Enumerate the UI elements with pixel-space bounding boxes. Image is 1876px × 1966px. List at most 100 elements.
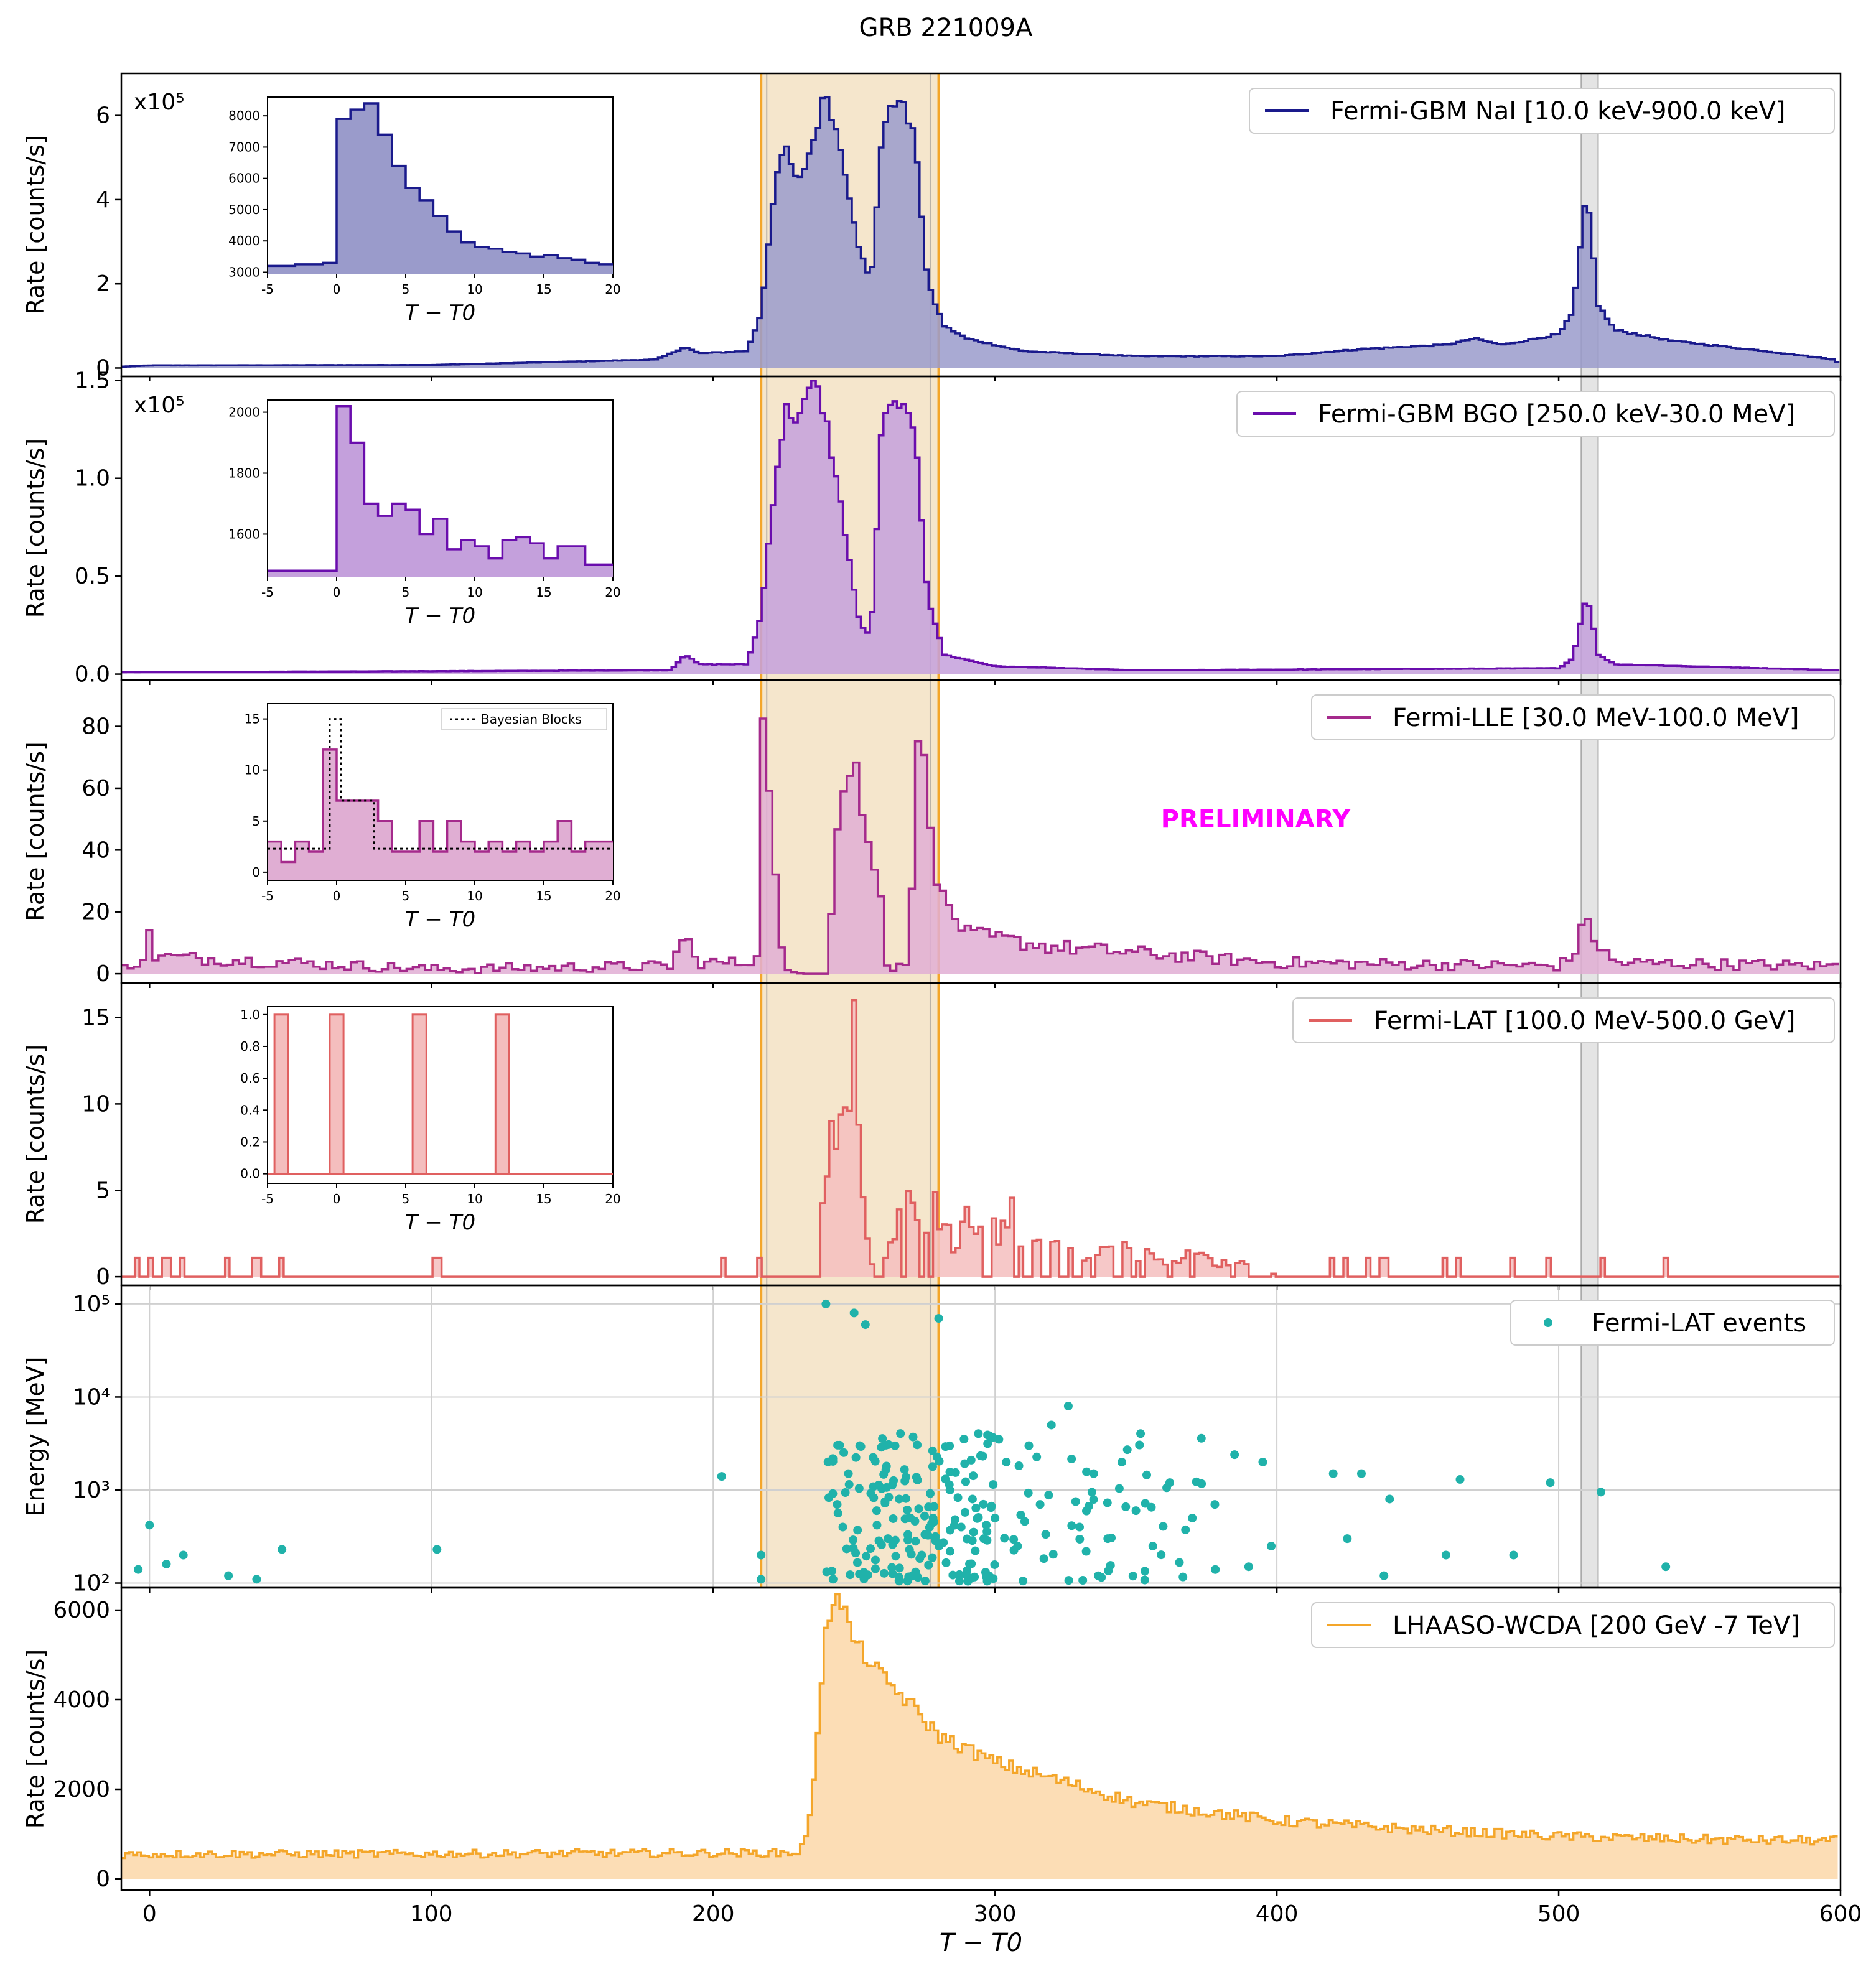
- event-point: [862, 1552, 871, 1561]
- panel-lat: 0 5 10 15 Rate [counts/s] Fermi-LAT [100.0 Me…: [22, 982, 1842, 1290]
- event-point: [932, 1452, 941, 1461]
- event-point: [1019, 1577, 1028, 1586]
- event-point: [961, 1507, 970, 1517]
- event-point: [969, 1527, 978, 1537]
- event-point: [838, 1522, 847, 1532]
- event-point: [928, 1446, 937, 1455]
- event-point: [224, 1571, 233, 1580]
- event-point: [1140, 1575, 1149, 1585]
- inset-x-tick-label: 10: [467, 1191, 482, 1206]
- inset-x-tick-label: 0: [333, 888, 341, 903]
- inset-y-tick-label: 0: [252, 865, 260, 880]
- event-point: [1081, 1506, 1091, 1516]
- event-point: [920, 1511, 929, 1521]
- event-point: [986, 1503, 996, 1512]
- event-point: [960, 1459, 969, 1468]
- inset-x-tick-label: 15: [536, 1191, 551, 1206]
- event-point: [859, 1574, 869, 1583]
- event-point: [853, 1526, 862, 1535]
- event-point: [1455, 1474, 1465, 1484]
- inset-lat: 0.0 0.2 0.4 0.6 0.8 1.0 -5 0 5 10 15 20 T − T0: [240, 1006, 621, 1235]
- bgo-line: [121, 380, 1840, 674]
- inset-x-tick-label: 10: [467, 888, 482, 903]
- event-point: [908, 1432, 918, 1442]
- legend-nai: Fermi-GBM NaI [10.0 keV-900.0 keV]: [1249, 88, 1835, 134]
- event-point: [1267, 1542, 1276, 1551]
- event-point: [1067, 1521, 1076, 1530]
- legend-label: Fermi-GBM BGO [250.0 keV-30.0 MeV]: [1318, 400, 1795, 429]
- event-point: [1089, 1469, 1098, 1478]
- event-point: [1009, 1535, 1019, 1544]
- event-point: [1175, 1558, 1184, 1567]
- event-point: [1035, 1500, 1045, 1509]
- event-point: [890, 1441, 900, 1450]
- event-point: [928, 1462, 937, 1471]
- legend-label: Fermi-GBM NaI [10.0 keV-900.0 keV]: [1330, 97, 1785, 126]
- event-point: [822, 1567, 831, 1577]
- event-point: [1103, 1498, 1112, 1507]
- event-point: [859, 1568, 869, 1577]
- scale-label: x10⁵: [134, 90, 185, 115]
- event-point: [920, 1577, 930, 1586]
- inset-y-tick-label: 2000: [228, 405, 260, 420]
- inset-y-tick-label: 7000: [228, 139, 260, 154]
- y-tick-label: 0: [96, 355, 110, 381]
- x-tick-label: 100: [410, 1901, 453, 1927]
- event-point: [1147, 1502, 1156, 1512]
- inset-x-tick-label: 20: [605, 585, 620, 600]
- event-point: [951, 1468, 960, 1477]
- event-point: [884, 1534, 893, 1544]
- inset-y-tick-label: 6000: [228, 171, 260, 186]
- event-point: [1356, 1469, 1366, 1478]
- event-point: [757, 1550, 766, 1560]
- event-point: [903, 1535, 913, 1545]
- event-point: [841, 1488, 850, 1498]
- legend-label: LHAASO-WCDA [200 GeV -7 TeV]: [1393, 1611, 1800, 1640]
- legend-box: [1510, 1300, 1835, 1346]
- figure-title: GRB 221009A: [859, 14, 1033, 42]
- event-point: [976, 1451, 985, 1460]
- event-point: [1385, 1494, 1394, 1504]
- event-point: [844, 1469, 853, 1478]
- inset-y-tick-label: 0.8: [240, 1039, 260, 1054]
- event-point: [757, 1575, 766, 1584]
- event-point: [953, 1493, 963, 1502]
- y-tick-label: 1.0: [75, 466, 110, 492]
- nai-line: [121, 96, 1840, 368]
- y-tick-label: 10: [82, 1091, 110, 1117]
- event-point: [1075, 1535, 1085, 1544]
- event-point: [1063, 1401, 1073, 1410]
- event-point: [1024, 1488, 1033, 1498]
- event-point: [961, 1477, 970, 1486]
- inset-x-tick-label: 20: [605, 282, 620, 297]
- inset-x-tick-label: -5: [261, 282, 274, 297]
- event-point: [833, 1440, 842, 1450]
- event-point: [145, 1521, 154, 1530]
- event-point: [900, 1465, 909, 1474]
- legend-box: [1292, 997, 1835, 1043]
- event-point: [869, 1453, 878, 1462]
- lle-line: [121, 717, 1839, 975]
- event-point: [988, 1433, 997, 1442]
- event-point: [928, 1553, 937, 1562]
- event-point: [1075, 1522, 1085, 1532]
- event-point: [852, 1558, 862, 1567]
- y-tick-label: 6: [96, 103, 110, 129]
- legend-label: Fermi-LLE [30.0 MeV-100.0 MeV]: [1393, 704, 1799, 732]
- inset-x-tick-label: 5: [402, 585, 410, 600]
- y-tick-label: 0: [96, 1866, 110, 1892]
- x-tick-label: 600: [1819, 1901, 1862, 1927]
- event-point: [1509, 1550, 1518, 1560]
- y-tick-label: 0.5: [75, 564, 110, 589]
- event-point: [278, 1545, 287, 1554]
- event-point: [851, 1453, 861, 1462]
- inset-spike: [329, 1013, 345, 1175]
- y-axis-label: Rate [counts/s]: [22, 1045, 49, 1224]
- y-tick-label: 10⁴: [73, 1384, 110, 1410]
- y-tick-label: 4000: [53, 1687, 110, 1713]
- y-tick-label: 6000: [53, 1598, 110, 1623]
- event-point: [989, 1574, 998, 1583]
- y-tick-label: 10³: [73, 1478, 110, 1503]
- inset-y-tick-label: 1600: [228, 526, 260, 541]
- event-point: [1343, 1534, 1352, 1544]
